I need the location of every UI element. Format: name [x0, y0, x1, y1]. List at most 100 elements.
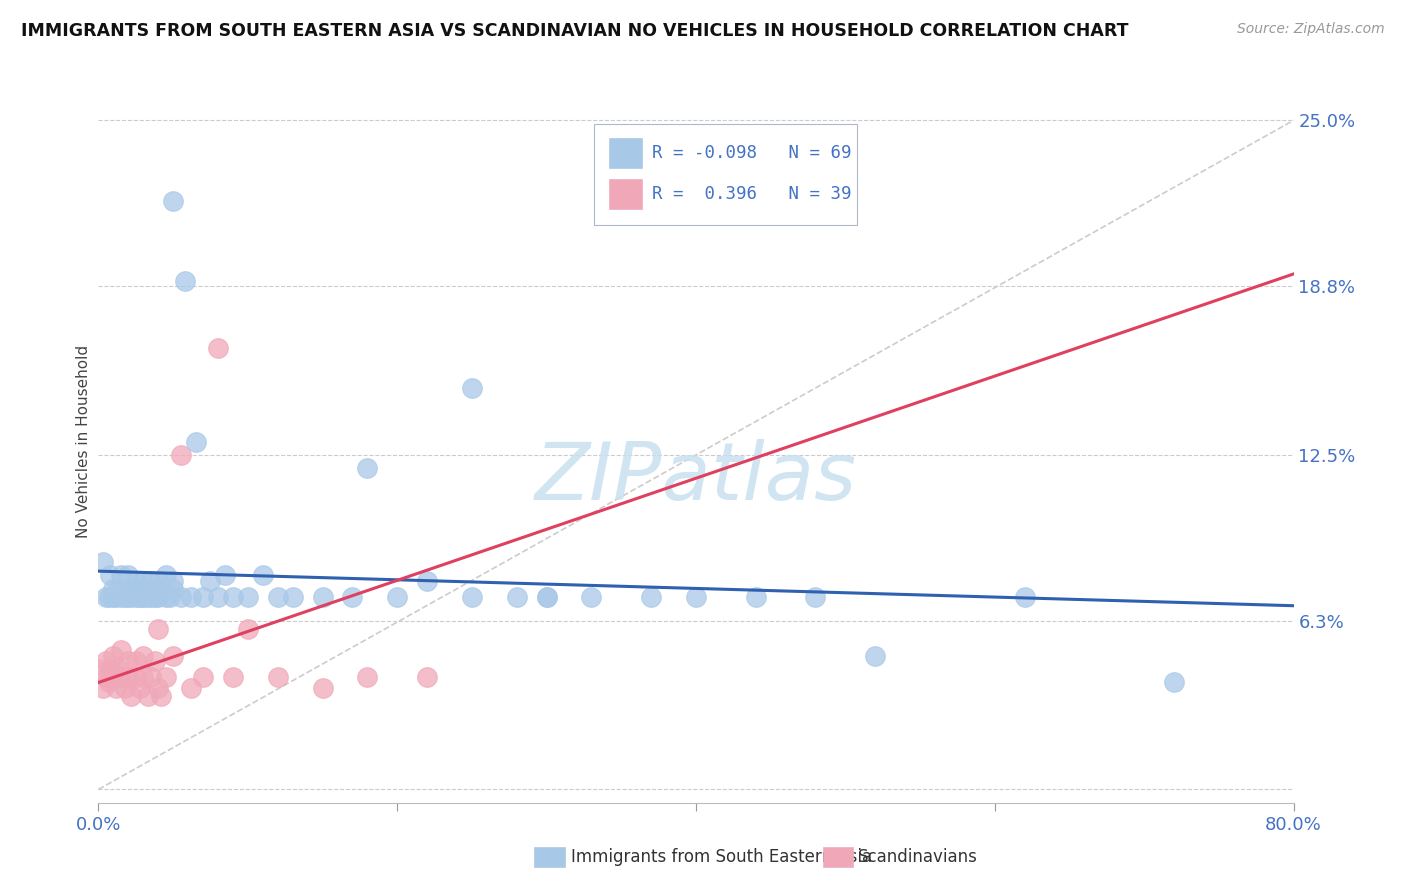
- Point: [110, 568, 132, 582]
- Point: [461, 381, 484, 395]
- Point: [200, 574, 222, 588]
- Point: [155, 670, 177, 684]
- Point: [117, 670, 139, 684]
- Point: [87, 662, 110, 676]
- Point: [162, 574, 184, 588]
- Point: [128, 590, 150, 604]
- Point: [132, 590, 155, 604]
- Point: [94, 670, 117, 684]
- Point: [132, 670, 155, 684]
- Point: [207, 341, 229, 355]
- Point: [180, 681, 202, 695]
- Point: [136, 689, 159, 703]
- Point: [214, 568, 236, 582]
- Point: [148, 590, 170, 604]
- Point: [236, 622, 259, 636]
- Point: [105, 681, 128, 695]
- Point: [91, 555, 114, 569]
- Point: [132, 648, 155, 663]
- Point: [1014, 590, 1036, 604]
- Point: [252, 568, 274, 582]
- Point: [142, 582, 165, 596]
- Point: [356, 670, 378, 684]
- Bar: [609, 178, 643, 209]
- Point: [139, 590, 162, 604]
- Point: [132, 574, 155, 588]
- Point: [281, 590, 304, 604]
- Point: [110, 590, 132, 604]
- Point: [120, 590, 142, 604]
- Point: [129, 681, 152, 695]
- Point: [581, 590, 603, 604]
- Text: Source: ZipAtlas.com: Source: ZipAtlas.com: [1237, 22, 1385, 37]
- Point: [162, 648, 184, 663]
- Point: [139, 574, 162, 588]
- Point: [385, 590, 409, 604]
- Text: R = -0.098   N = 69: R = -0.098 N = 69: [652, 145, 851, 162]
- Point: [91, 681, 114, 695]
- Point: [865, 648, 887, 663]
- Point: [416, 670, 439, 684]
- Point: [536, 590, 558, 604]
- Point: [169, 448, 191, 462]
- Point: [128, 582, 150, 596]
- Point: [222, 590, 245, 604]
- Point: [103, 582, 125, 596]
- Y-axis label: No Vehicles in Household: No Vehicles in Household: [76, 345, 91, 538]
- Text: Immigrants from South Eastern Asia: Immigrants from South Eastern Asia: [571, 848, 872, 866]
- Point: [191, 670, 214, 684]
- Point: [125, 590, 148, 604]
- Point: [155, 568, 177, 582]
- Point: [117, 654, 139, 668]
- Point: [162, 582, 184, 596]
- Point: [120, 689, 142, 703]
- Point: [103, 670, 125, 684]
- Point: [191, 590, 214, 604]
- Point: [169, 590, 191, 604]
- Point: [143, 590, 166, 604]
- Point: [98, 568, 122, 582]
- Point: [640, 590, 662, 604]
- Point: [110, 643, 132, 657]
- Point: [132, 590, 155, 604]
- Point: [461, 590, 484, 604]
- Point: [143, 654, 166, 668]
- Point: [135, 582, 157, 596]
- Point: [97, 590, 120, 604]
- Point: [114, 590, 136, 604]
- Point: [148, 574, 170, 588]
- Point: [107, 662, 129, 676]
- Point: [148, 681, 170, 695]
- Point: [117, 568, 139, 582]
- Point: [94, 590, 117, 604]
- Point: [103, 648, 125, 663]
- Point: [110, 670, 132, 684]
- Point: [356, 461, 378, 475]
- Point: [125, 654, 148, 668]
- Point: [804, 590, 827, 604]
- Point: [745, 590, 768, 604]
- Point: [155, 590, 177, 604]
- Point: [174, 274, 197, 288]
- Point: [342, 590, 364, 604]
- Point: [114, 681, 136, 695]
- Point: [114, 582, 136, 596]
- Point: [416, 574, 439, 588]
- Point: [94, 654, 117, 668]
- Point: [125, 574, 148, 588]
- Point: [136, 590, 159, 604]
- Point: [117, 590, 139, 604]
- Point: [236, 590, 259, 604]
- Point: [150, 582, 173, 596]
- Point: [267, 590, 290, 604]
- Point: [267, 670, 290, 684]
- Point: [207, 590, 229, 604]
- Point: [103, 590, 125, 604]
- Point: [180, 590, 202, 604]
- Point: [222, 670, 245, 684]
- Point: [125, 670, 148, 684]
- Point: [506, 590, 529, 604]
- Point: [150, 689, 173, 703]
- Point: [536, 590, 558, 604]
- Point: [107, 582, 129, 596]
